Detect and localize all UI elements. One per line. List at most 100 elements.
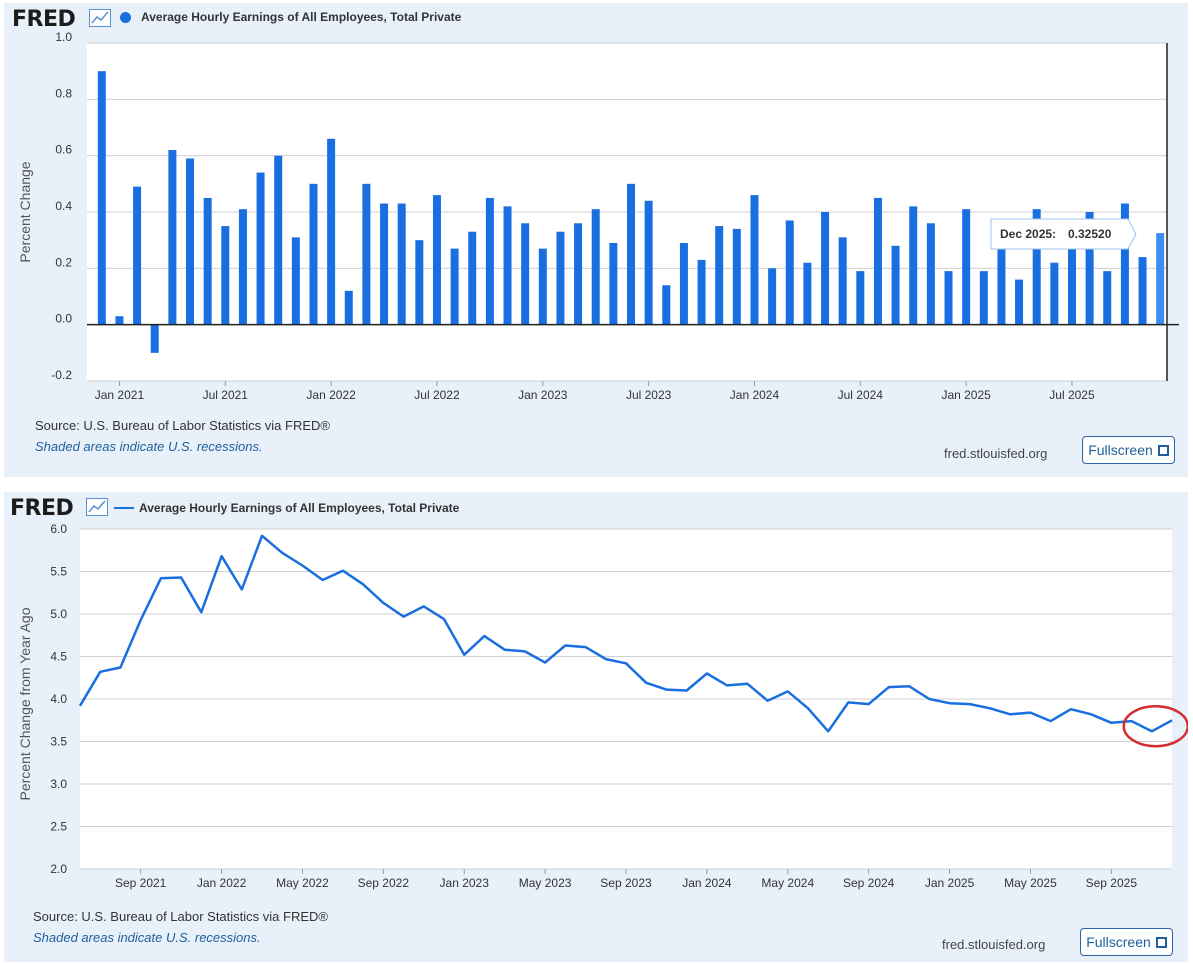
- source-text: Source: U.S. Bureau of Labor Statistics …: [33, 909, 328, 924]
- series-line[interactable]: [78, 534, 1173, 733]
- recession-note[interactable]: Shaded areas indicate U.S. recessions.: [33, 930, 261, 945]
- fullscreen-icon: [1155, 936, 1167, 948]
- bar[interactable]: [679, 242, 688, 325]
- bar[interactable]: [309, 183, 318, 325]
- bar[interactable]: [415, 240, 424, 325]
- site-link[interactable]: fred.stlouisfed.org: [942, 937, 1046, 952]
- bar[interactable]: [450, 248, 459, 325]
- bar[interactable]: [168, 150, 177, 325]
- bar[interactable]: [186, 158, 195, 325]
- bar[interactable]: [1120, 203, 1129, 325]
- fullscreen-label: Fullscreen: [1086, 934, 1151, 950]
- x-tick-label: May 2025: [1004, 876, 1057, 890]
- bar[interactable]: [1050, 262, 1059, 325]
- bar[interactable]: [115, 316, 124, 325]
- bar[interactable]: [432, 195, 441, 325]
- fullscreen-button[interactable]: Fullscreen: [1082, 436, 1175, 464]
- bar[interactable]: [556, 231, 565, 325]
- bar[interactable]: [856, 271, 865, 325]
- bar[interactable]: [327, 138, 336, 325]
- bar[interactable]: [979, 271, 988, 325]
- bar[interactable]: [485, 197, 494, 325]
- y-tick-label: 5.0: [50, 607, 67, 621]
- x-tick-label: May 2024: [761, 876, 814, 890]
- site-link[interactable]: fred.stlouisfed.org: [944, 446, 1048, 461]
- bar[interactable]: [697, 259, 706, 325]
- legend-marker-line: [114, 507, 134, 509]
- bar[interactable]: [803, 262, 812, 325]
- y-axis-title: Percent Change: [17, 161, 33, 262]
- fred-logo[interactable]: FRED: [10, 496, 74, 521]
- y-tick-label: 6.0: [50, 522, 67, 536]
- bar[interactable]: [133, 186, 142, 325]
- bar[interactable]: [609, 242, 618, 325]
- chart-panel-yoy: FRED Average Hourly Earnings of All Empl…: [4, 492, 1188, 962]
- bar[interactable]: [838, 237, 847, 325]
- bar[interactable]: [873, 197, 882, 325]
- bar[interactable]: [274, 155, 283, 325]
- y-tick-label: 3.5: [50, 735, 67, 749]
- bar[interactable]: [203, 197, 212, 325]
- bar[interactable]: [1015, 279, 1024, 325]
- bar[interactable]: [1085, 212, 1094, 325]
- bar[interactable]: [362, 183, 371, 325]
- bar[interactable]: [503, 206, 512, 325]
- bar[interactable]: [962, 209, 971, 325]
- bar[interactable]: [785, 220, 794, 325]
- bar[interactable]: [926, 223, 935, 325]
- bar[interactable]: [344, 290, 353, 325]
- y-tick-label: 0.6: [55, 143, 72, 157]
- y-tick-label: 5.5: [50, 565, 67, 579]
- bar[interactable]: [627, 183, 635, 325]
- bar[interactable]: [574, 223, 583, 325]
- bar[interactable]: [591, 209, 600, 325]
- bar[interactable]: [750, 195, 759, 325]
- fullscreen-button[interactable]: Fullscreen: [1080, 928, 1173, 956]
- y-tick-label: -0.2: [51, 368, 72, 382]
- x-tick-label: Jan 2025: [941, 388, 991, 402]
- bar[interactable]: [732, 228, 741, 325]
- bar[interactable]: [1156, 233, 1165, 325]
- x-tick-label: Jan 2024: [730, 388, 780, 402]
- highlight-circle: [1122, 704, 1188, 748]
- bar[interactable]: [891, 245, 900, 325]
- bar[interactable]: [468, 231, 477, 325]
- y-tick-label: 2.0: [50, 862, 67, 876]
- bar[interactable]: [538, 248, 547, 325]
- bar[interactable]: [1067, 242, 1076, 325]
- fred-graph-icon: [86, 498, 108, 516]
- y-tick-label: 0.8: [55, 86, 72, 100]
- bar-chart[interactable]: 1.0 0.8 0.6 0.4 0.2 0.0 -0.2 Jan 2021 Jul 2021 Ja…: [4, 3, 1188, 477]
- bar[interactable]: [768, 268, 777, 325]
- bar[interactable]: [909, 206, 918, 325]
- fred-logo[interactable]: FRED: [12, 7, 76, 32]
- bar[interactable]: [521, 223, 530, 325]
- bar[interactable]: [397, 203, 406, 325]
- bar[interactable]: [291, 237, 300, 325]
- x-tick-label: Jan 2022: [197, 876, 247, 890]
- bar[interactable]: [238, 209, 247, 325]
- bar[interactable]: [380, 203, 389, 325]
- fullscreen-label: Fullscreen: [1088, 442, 1153, 458]
- bar[interactable]: [644, 200, 653, 325]
- bar[interactable]: [221, 226, 230, 325]
- bar[interactable]: [97, 71, 106, 325]
- bar[interactable]: [662, 285, 671, 325]
- bar[interactable]: [1103, 271, 1112, 325]
- y-tick-label: 0.0: [55, 312, 72, 326]
- bar[interactable]: [944, 271, 953, 325]
- bar[interactable]: [1032, 209, 1041, 325]
- bar[interactable]: [997, 242, 1006, 325]
- bar[interactable]: [821, 212, 830, 325]
- line-chart[interactable]: 6.0 5.5 5.0 4.5 4.0 3.5 3.0 2.5 2.0 Sep 2021 Jan 2…: [4, 492, 1188, 962]
- x-tick-label: Sep 2023: [600, 876, 652, 890]
- bar[interactable]: [715, 226, 724, 325]
- x-tick-label: May 2022: [276, 876, 329, 890]
- recession-note[interactable]: Shaded areas indicate U.S. recessions.: [35, 439, 263, 454]
- bar[interactable]: [150, 324, 159, 353]
- y-tick-label: 4.0: [50, 692, 67, 706]
- bar[interactable]: [1138, 257, 1147, 325]
- tooltip-box: [990, 218, 1137, 250]
- bar[interactable]: [256, 172, 265, 325]
- x-tick-label: Jul 2025: [1049, 388, 1095, 402]
